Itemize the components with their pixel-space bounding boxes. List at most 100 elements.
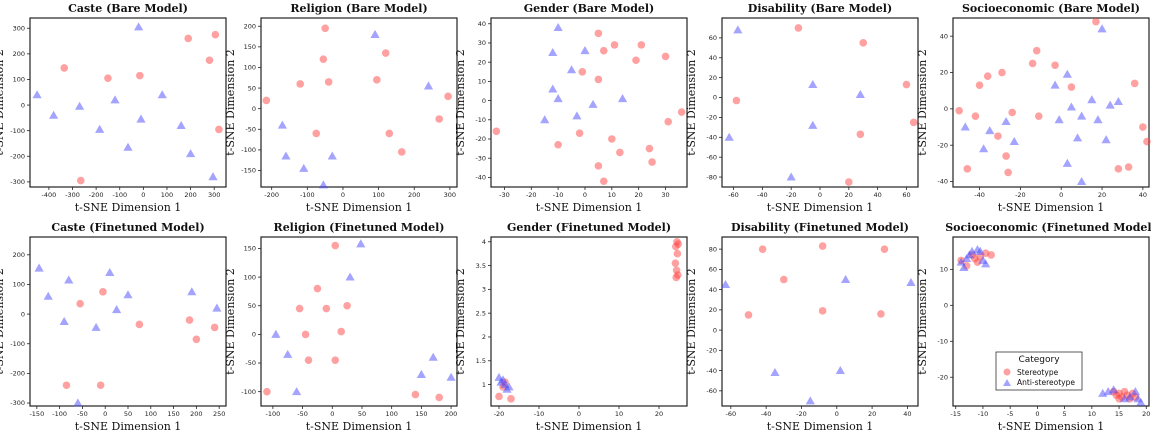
y-tick-label: 40 — [940, 32, 948, 40]
stereotype-point — [677, 108, 686, 116]
y-tick-label: 0 — [482, 97, 486, 105]
anti-stereotype-point — [855, 89, 865, 98]
stereotype-point — [594, 162, 603, 170]
stereotype-point — [1114, 165, 1123, 173]
y-tick-label: -100 — [241, 388, 256, 396]
x-tick-label: 0 — [141, 191, 145, 199]
stereotype-point — [673, 249, 682, 258]
panel-1: Caste (Bare Model) -400 -300 -200 -100 0 100 20… — [0, 2, 227, 214]
stereotype-point — [645, 144, 654, 153]
stereotype-series — [60, 30, 223, 185]
stereotype-point — [331, 356, 340, 364]
anti-stereotype-point — [1062, 69, 1072, 78]
anti-stereotype-point — [956, 257, 966, 266]
y-tick-label: 100 — [13, 76, 25, 84]
x-tick-label: 100 — [161, 191, 173, 199]
stereotype-point — [444, 92, 452, 101]
stereotype-point — [385, 129, 394, 138]
y-tick-label: 2.5 — [476, 309, 486, 317]
y-tick-label: 40 — [478, 20, 486, 28]
anti-stereotype-point — [271, 329, 281, 338]
stereotype-point — [1143, 137, 1151, 146]
stereotype-point — [1032, 46, 1041, 55]
stereotype-point — [96, 381, 105, 390]
anti-stereotype-point — [59, 316, 69, 325]
chart-title: Socioeconomic (Bare Model) — [962, 2, 1140, 15]
y-tick-label: 0 — [252, 105, 256, 113]
anti-stereotype-point — [553, 94, 563, 103]
y-axis-label: t-SNE Dimension 2 — [454, 268, 467, 375]
stereotype-point — [818, 242, 827, 250]
chart-title: Disability (Finetuned Model) — [731, 221, 909, 234]
x-tick-label: 20 — [1142, 410, 1150, 418]
x-tick-label: -100 — [52, 410, 67, 418]
y-axis-label: t-SNE Dimension 2 — [685, 268, 698, 375]
y-tick-label: -60 — [706, 387, 717, 395]
y-tick-label: -20 — [706, 347, 717, 355]
stereotype-point — [672, 242, 680, 251]
anti-stereotype-point — [208, 172, 218, 181]
stereotype-point — [1130, 79, 1139, 88]
stereotype-point — [210, 323, 219, 332]
stereotype-point — [909, 118, 918, 127]
anti-stereotype-point — [446, 372, 456, 381]
stereotype-point — [594, 75, 603, 84]
stereotype-point — [99, 288, 107, 296]
chart-title: Religion (Finetuned Model) — [274, 221, 445, 234]
legend-anti-stereotype-label: Anti-stereotype — [1017, 378, 1075, 387]
anti-stereotype-point — [136, 114, 146, 123]
stereotype-point — [492, 127, 501, 136]
anti-stereotype-point — [185, 149, 196, 158]
stereotype-point — [435, 115, 443, 123]
y-axis-label: t-SNE Dimension 2 — [224, 49, 237, 156]
y-tick-label: -80 — [706, 173, 717, 181]
stereotype-point — [211, 30, 220, 39]
x-axis-label: t-SNE Dimension 1 — [75, 201, 182, 214]
stereotype-point — [818, 307, 827, 315]
stereotype-series — [262, 24, 452, 156]
y-tick-label: -40 — [706, 367, 717, 375]
y-tick-label: 2 — [482, 333, 486, 341]
anti-stereotype-point — [134, 22, 144, 31]
anti-stereotype-point — [1113, 96, 1123, 106]
stereotype-point — [104, 74, 112, 82]
anti-stereotype-point — [157, 90, 167, 99]
panel-8: Gender (Finetuned Model) -20 -10 0 10 20 1 1.5 2… — [454, 221, 688, 433]
stereotype-point — [616, 148, 624, 157]
anti-stereotype-point — [1077, 111, 1087, 120]
panel-6: Caste (Finetuned Model) -150 -100 -50 0 50 100… — [0, 221, 227, 433]
y-tick-label: -40 — [475, 174, 486, 182]
x-tick-label: 30 — [661, 191, 669, 199]
anti-stereotype-series — [271, 239, 456, 396]
x-tick-label: -200 — [89, 191, 104, 199]
stereotype-point — [575, 129, 584, 138]
anti-stereotype-series — [960, 24, 1123, 185]
stereotype-point — [973, 258, 982, 266]
y-tick-label: 10 — [940, 266, 948, 274]
y-tick-label: 50 — [248, 302, 256, 310]
stereotype-point — [313, 284, 322, 293]
x-tick-label: -15 — [950, 410, 961, 418]
panel-9: Disability (Finetuned Model) -60 -40 -20 0 20… — [685, 221, 919, 433]
y-axis-label: t-SNE Dimension 2 — [224, 268, 237, 375]
anti-stereotype-point — [975, 246, 985, 255]
x-tick-label: -40 — [757, 191, 768, 199]
anti-stereotype-point — [110, 95, 120, 104]
y-tick-label: -60 — [706, 153, 717, 161]
y-tick-label: -100 — [10, 340, 25, 348]
stereotype-point — [62, 381, 71, 390]
legend-title: Category — [1018, 355, 1060, 365]
anti-stereotype-point — [960, 122, 970, 131]
stereotype-point — [397, 148, 406, 156]
anti-stereotype-point — [1072, 133, 1083, 142]
x-axis-label: t-SNE Dimension 1 — [998, 420, 1105, 433]
y-tick-label: 40 — [709, 54, 717, 62]
y-tick-label: -20 — [706, 114, 717, 122]
anti-stereotype-point — [327, 151, 337, 160]
x-tick-label: 150 — [415, 410, 427, 418]
anti-stereotype-point — [808, 80, 818, 89]
x-axis-label: t-SNE Dimension 1 — [536, 201, 643, 214]
stereotype-point — [955, 106, 963, 115]
anti-stereotype-point — [808, 120, 818, 129]
anti-stereotype-series — [720, 274, 916, 405]
